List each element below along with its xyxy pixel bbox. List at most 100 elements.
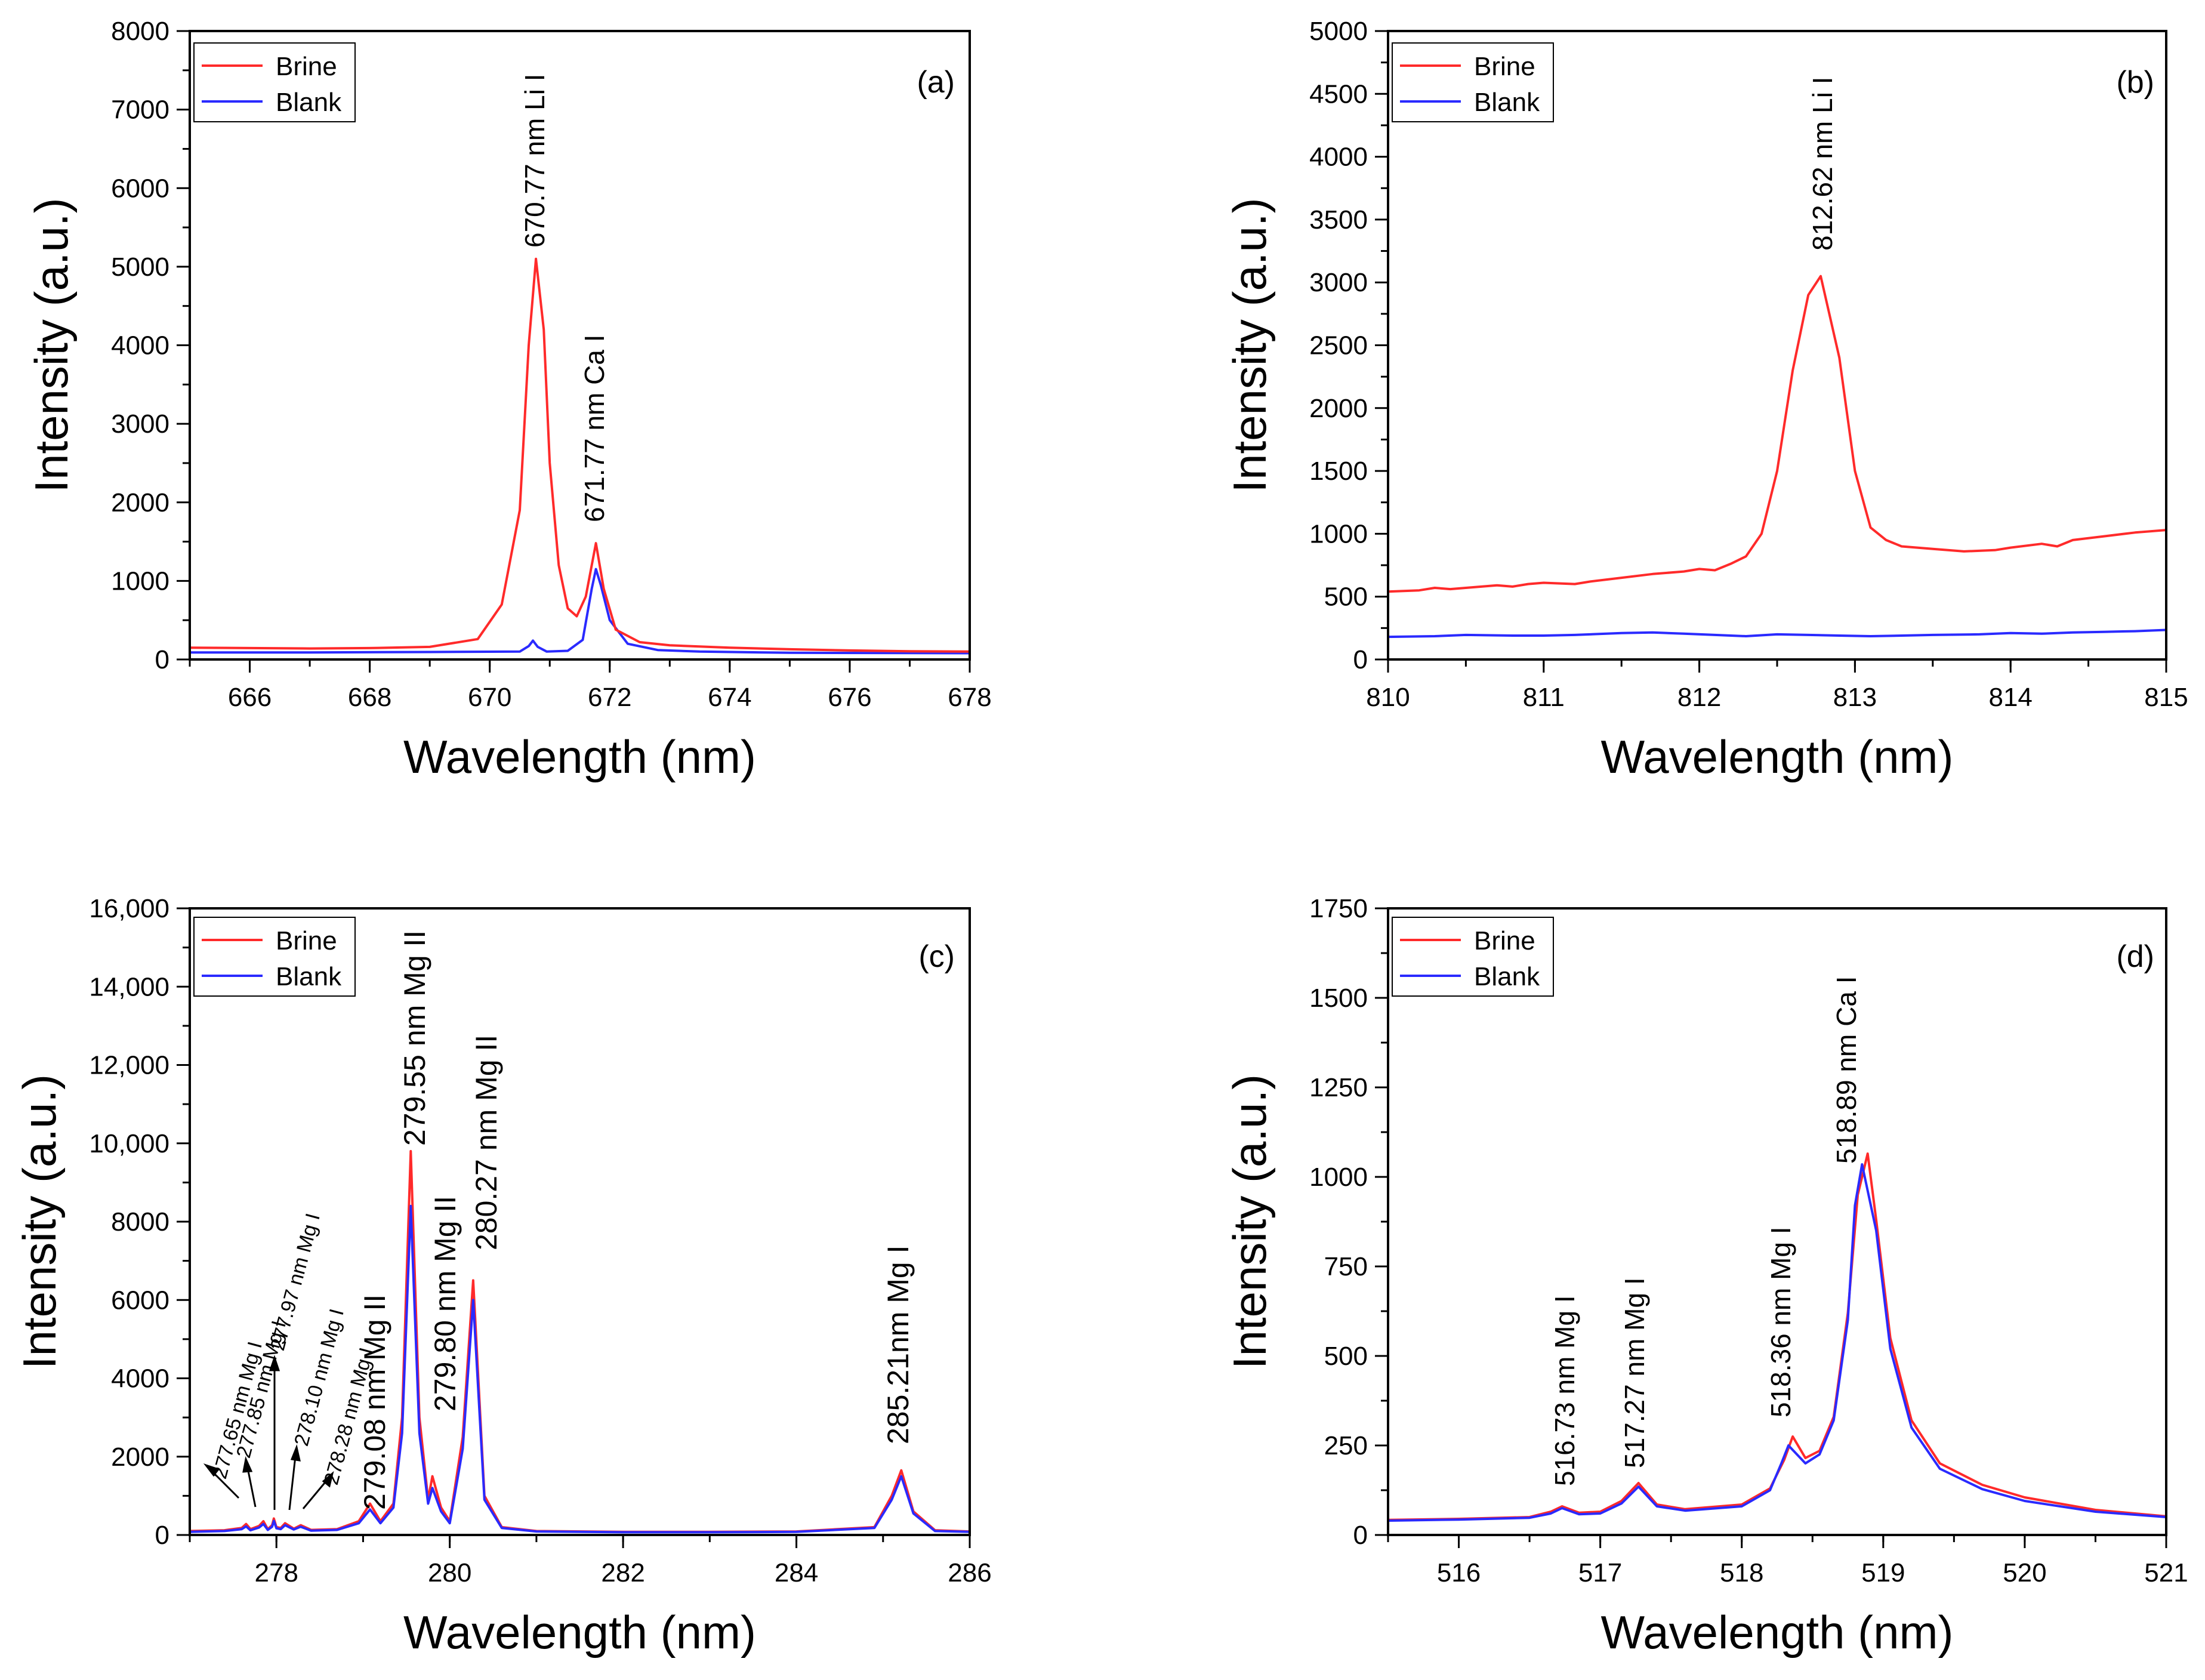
peak-label-mg-516: 516.73 nm Mg I [1549, 1295, 1580, 1486]
x-tick-label: 282 [601, 1558, 644, 1587]
x-tick-label: 810 [1366, 683, 1410, 712]
panel-label-a: (a) [917, 65, 955, 100]
peak-label-ca-671: 671.77 nm Ca I [579, 334, 610, 522]
panel-label-c: (c) [918, 939, 955, 974]
y-tick-label: 7000 [111, 95, 169, 125]
x-tick-label: 517 [1578, 1558, 1622, 1587]
legend-b: Brine Blank [1392, 42, 1554, 122]
legend-label-brine: Brine [276, 926, 337, 955]
x-tick-label: 520 [2003, 1558, 2046, 1587]
peak-label-mg-279-80: 279.80 nm Mg II [428, 1196, 462, 1411]
y-tick-label: 4000 [111, 1364, 169, 1394]
y-tick-label: 750 [1324, 1252, 1368, 1281]
legend-box [193, 917, 356, 997]
peak-label-mg-277-97: 277.97 nm Mg I [266, 1211, 325, 1353]
y-tick-label: 16,000 [89, 894, 169, 923]
legend-box [1392, 917, 1554, 997]
y-tick-label: 1000 [111, 566, 169, 596]
series-line-brine [190, 257, 970, 653]
y-tick-label: 14,000 [89, 972, 169, 1001]
x-axis-title: Wavelength (nm) [403, 1606, 756, 1659]
panel-label-b: (b) [2116, 65, 2154, 100]
series-line-brine [1388, 275, 2166, 593]
y-tick-label: 4000 [1309, 143, 1368, 172]
panel-d: 516 517 518 519 520 521 0 250 500 750 1000 1250 1500… [1223, 894, 2188, 1659]
y-tick-label: 12,000 [89, 1051, 169, 1080]
series-line-brine [190, 1149, 970, 1533]
x-tick-label: 519 [1861, 1558, 1905, 1587]
x-axis-title: Wavelength (nm) [403, 730, 756, 783]
legend-label-brine: Brine [276, 52, 337, 81]
peak-label-ca-518: 518.89 nm Ca I [1831, 976, 1862, 1164]
legend-box [1392, 42, 1554, 122]
peak-label-mg-279-55: 279.55 nm Mg II [398, 930, 431, 1146]
panel-label-d: (d) [2116, 939, 2154, 974]
peak-label-li-670: 670.77 nm Li I [519, 73, 550, 248]
x-tick-label: 813 [1833, 683, 1877, 712]
x-tick-label: 666 [228, 683, 272, 712]
plot-frame [1387, 907, 2167, 1536]
x-tick-label: 674 [708, 683, 751, 712]
y-tick-label: 3500 [1309, 205, 1368, 235]
series-line-blank [190, 1204, 970, 1534]
y-tick-label: 250 [1324, 1431, 1368, 1460]
y-tick-label: 8000 [111, 17, 169, 46]
plot-a: 666 668 670 672 674 676 678 0 1000 2000 3000 4000 50… [25, 17, 992, 783]
x-axis-title: Wavelength (nm) [1601, 1606, 1954, 1659]
y-tick-label: 1250 [1309, 1073, 1368, 1102]
panel-b: 810 811 812 813 814 815 0 500 1000 1500 2000 2500 30… [1223, 17, 2188, 783]
x-tick-label: 668 [348, 683, 391, 712]
y-tick-label: 2000 [111, 1442, 169, 1472]
y-tick-label: 6000 [111, 174, 169, 203]
x-tick-label: 670 [468, 683, 511, 712]
peak-label-mg-285-21: 285.21nm Mg I [881, 1245, 915, 1444]
y-axis-title: Intensity (a.u.) [1223, 1074, 1276, 1369]
legend-box [193, 42, 356, 122]
y-tick-label: 2000 [1309, 394, 1368, 423]
x-tick-label: 280 [428, 1558, 471, 1587]
y-tick-label: 500 [1324, 582, 1368, 612]
y-tick-label: 3000 [1309, 268, 1368, 297]
y-tick-label: 10,000 [89, 1129, 169, 1158]
peak-label-li-812: 812.62 nm Li I [1807, 76, 1838, 251]
x-tick-label: 676 [828, 683, 871, 712]
x-tick-label: 678 [948, 683, 991, 712]
legend-label-brine: Brine [1474, 926, 1535, 955]
y-tick-label: 0 [1353, 645, 1368, 674]
legend-label-blank: Blank [276, 962, 342, 991]
y-tick-label: 1750 [1309, 894, 1368, 923]
y-tick-label: 1500 [1309, 457, 1368, 486]
y-tick-label: 0 [155, 1521, 169, 1550]
legend-label-brine: Brine [1474, 52, 1535, 81]
annotation-arrows [203, 1355, 334, 1511]
legend-d: Brine Blank [1392, 917, 1554, 997]
series-line-blank [1388, 1163, 2166, 1522]
y-tick-label: 500 [1324, 1342, 1368, 1371]
x-tick-label: 812 [1677, 683, 1721, 712]
peak-label-mg-517: 517.27 nm Mg I [1619, 1277, 1650, 1468]
peak-label-mg-279-08: 279.08 nm Mg II [358, 1294, 391, 1510]
panel-a: 666 668 670 672 674 676 678 0 1000 2000 3000 4000 50… [25, 17, 992, 783]
series-line-blank [190, 568, 970, 655]
y-axis-title: Intensity (a.u.) [25, 198, 78, 492]
legend-a: Brine Blank [193, 42, 356, 122]
legend-label-blank: Blank [1474, 88, 1540, 117]
y-tick-label: 5000 [111, 252, 169, 282]
legend-label-blank: Blank [276, 88, 342, 117]
y-tick-label: 2000 [111, 488, 169, 517]
x-tick-label: 815 [2144, 683, 2188, 712]
legend-label-blank: Blank [1474, 962, 1540, 991]
y-tick-label: 1000 [1309, 519, 1368, 548]
plot-b: 810 811 812 813 814 815 0 500 1000 1500 2000 2500 30… [1223, 17, 2188, 783]
x-tick-label: 286 [948, 1558, 991, 1587]
series-line-blank [1388, 628, 2166, 639]
y-tick-label: 2500 [1309, 331, 1368, 360]
y-tick-label: 1500 [1309, 984, 1368, 1013]
peak-label-mg-518: 518.36 nm Mg I [1765, 1226, 1796, 1417]
y-tick-label: 0 [1353, 1521, 1368, 1550]
y-tick-label: 6000 [111, 1286, 169, 1315]
x-tick-label: 278 [255, 1558, 298, 1587]
plot-c: 278 280 282 284 286 0 2000 4000 6000 8000 10,000 12… [13, 894, 992, 1659]
y-tick-label: 5000 [1309, 17, 1368, 46]
